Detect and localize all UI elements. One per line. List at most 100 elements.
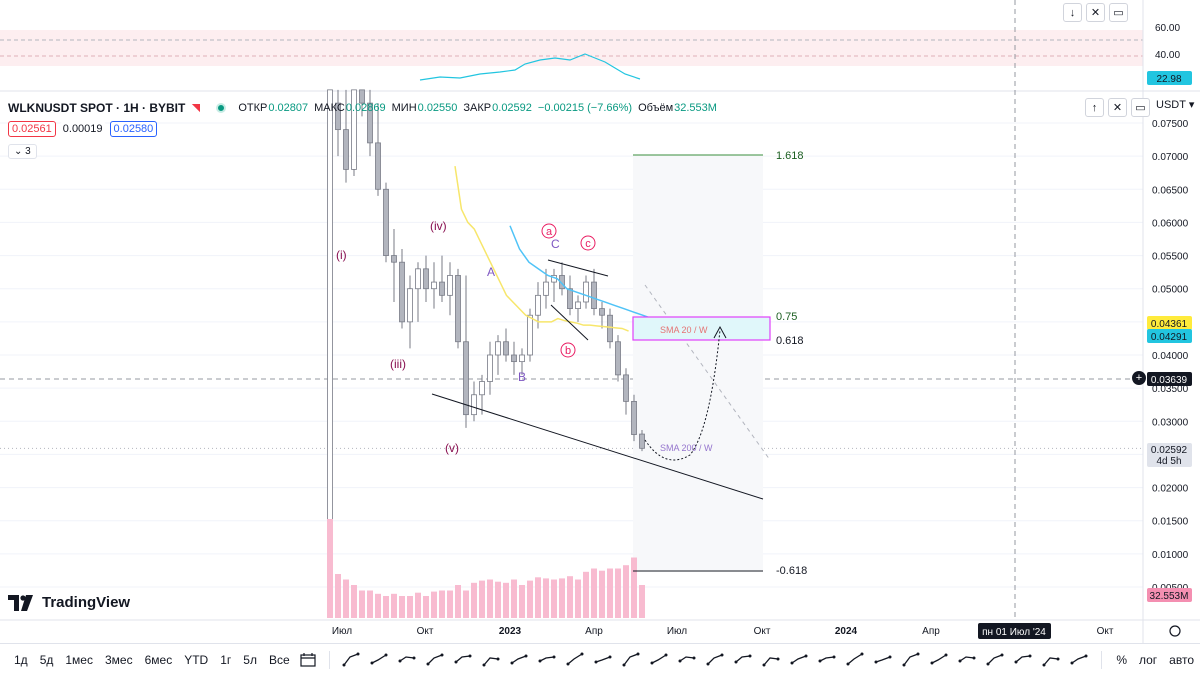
candle-body bbox=[543, 281, 549, 296]
candle-body bbox=[495, 341, 501, 356]
crosshair-price-tag-bg bbox=[1147, 372, 1192, 386]
candle-body bbox=[343, 129, 349, 170]
ray-tool-icon[interactable] bbox=[368, 649, 390, 671]
pitchfork-tool-icon[interactable] bbox=[620, 649, 642, 671]
countdown-tag: 4d 5h bbox=[1156, 456, 1181, 467]
text-tool-icon[interactable] bbox=[1012, 649, 1034, 671]
extended-line-tool-icon[interactable] bbox=[452, 649, 474, 671]
date-range-icon[interactable] bbox=[299, 649, 318, 671]
range-button-4[interactable]: 6мес bbox=[144, 652, 173, 667]
range-button-3[interactable]: 3мес bbox=[104, 652, 133, 667]
volume-bar bbox=[431, 591, 437, 618]
add-order-icon[interactable]: + bbox=[1132, 371, 1146, 385]
date-price-range-tool-icon[interactable] bbox=[732, 649, 754, 671]
sma-lower-tag-bg bbox=[1147, 329, 1192, 343]
short-position-tool-icon[interactable] bbox=[928, 649, 950, 671]
close-icon[interactable]: ✕ bbox=[1108, 98, 1127, 117]
volume-bar bbox=[359, 590, 365, 618]
comment-tool-icon[interactable] bbox=[1068, 649, 1090, 671]
range-button-5[interactable]: YTD bbox=[184, 652, 209, 667]
move-up-icon[interactable]: ↑ bbox=[1085, 98, 1104, 117]
wave-circle-wave_a bbox=[541, 223, 557, 239]
sma20-line bbox=[454, 165, 629, 332]
volume-bar bbox=[607, 568, 613, 618]
flag-icon[interactable] bbox=[191, 103, 201, 113]
arrow-tool-icon[interactable] bbox=[480, 649, 502, 671]
wave-abc-tool-icon[interactable] bbox=[788, 649, 810, 671]
range-button-0[interactable]: 1д bbox=[14, 652, 28, 667]
log-scale-toggle[interactable]: лог bbox=[1138, 652, 1158, 667]
path-tool-icon[interactable] bbox=[564, 649, 586, 671]
parallel-channel-tool-icon[interactable] bbox=[704, 649, 726, 671]
volume-bar bbox=[591, 568, 597, 618]
last-price-tag: 0.02592 bbox=[1151, 445, 1188, 456]
target-zone-box bbox=[632, 316, 771, 341]
candle-body bbox=[367, 102, 373, 144]
percent-scale-toggle[interactable]: % bbox=[1116, 652, 1127, 667]
oscillator-value-tag-bg bbox=[1147, 71, 1192, 85]
price-tick-label: 0.01000 bbox=[1152, 550, 1189, 561]
polyline-tool-icon[interactable] bbox=[648, 649, 670, 671]
candle-body bbox=[375, 142, 381, 190]
volume-label: Объём bbox=[638, 102, 674, 114]
auto-scale-toggle[interactable]: авто bbox=[1169, 652, 1194, 667]
rectangle-rotated-tool-icon[interactable] bbox=[508, 649, 530, 671]
candle-body bbox=[583, 281, 589, 303]
time-crosshair-tag: пн 01 Июл '24 bbox=[982, 627, 1046, 638]
projection-arrow bbox=[644, 329, 721, 461]
buy-button[interactable]: 0.02580 bbox=[109, 121, 158, 137]
fib-label-1618: 1.618 bbox=[776, 150, 804, 162]
maximize-icon[interactable]: ▭ bbox=[1109, 3, 1128, 22]
oscillator-pane-controls: ↓ ✕ ▭ bbox=[1063, 3, 1128, 22]
sma-upper-tag-bg bbox=[1147, 316, 1192, 330]
candle-body bbox=[439, 281, 445, 296]
curve-tool-icon[interactable] bbox=[592, 649, 614, 671]
arrow-marker-tool-icon[interactable] bbox=[956, 649, 978, 671]
candle-body bbox=[351, 89, 357, 170]
volume-bar bbox=[471, 582, 477, 618]
triangle-tool-icon[interactable] bbox=[536, 649, 558, 671]
range-button-7[interactable]: 5л bbox=[243, 652, 257, 667]
close-label: ЗАКР bbox=[463, 102, 492, 114]
wave-wxy-tool-icon[interactable] bbox=[844, 649, 866, 671]
horizontal-ray-tool-icon[interactable] bbox=[424, 649, 446, 671]
time-tick-label: Апр bbox=[585, 626, 603, 637]
wave-label-B: B bbox=[518, 370, 526, 384]
candle-body bbox=[615, 341, 621, 376]
rect-tool-icon[interactable] bbox=[676, 649, 698, 671]
symbol-legend: WLKNUSDT SPOT · 1H · BYBIT ОТКР 0.02807 М… bbox=[8, 101, 723, 115]
price-tick-label: 0.03000 bbox=[1152, 417, 1189, 428]
price-tick-label: 0.07500 bbox=[1152, 119, 1189, 130]
oscillator-tick-label: 40.00 bbox=[1155, 50, 1180, 61]
wave-abcde-tool-icon[interactable] bbox=[816, 649, 838, 671]
range-button-6[interactable]: 1г bbox=[220, 652, 232, 667]
horizontal-line-tool-icon[interactable] bbox=[396, 649, 418, 671]
toolbar-separator bbox=[328, 650, 330, 669]
maximize-icon[interactable]: ▭ bbox=[1131, 98, 1150, 117]
range-button-1[interactable]: 5д bbox=[39, 652, 54, 667]
pencil-tool-icon[interactable] bbox=[984, 649, 1006, 671]
long-position-tool-icon[interactable] bbox=[900, 649, 922, 671]
volume-bar bbox=[439, 590, 445, 618]
range-button-8[interactable]: Все bbox=[268, 652, 290, 667]
trendline-tool-icon[interactable] bbox=[340, 649, 362, 671]
date-range-tool-icon[interactable] bbox=[1040, 649, 1062, 671]
move-down-icon[interactable]: ↓ bbox=[1063, 3, 1082, 22]
symbol-title[interactable]: WLKNUSDT SPOT · 1H · BYBIT bbox=[8, 101, 186, 115]
candle-body bbox=[335, 102, 341, 131]
wave-12-tool-icon[interactable] bbox=[760, 649, 782, 671]
sell-button[interactable]: 0.02561 bbox=[8, 121, 56, 137]
indicators-collapse-button[interactable]: ⌄ 3 bbox=[8, 144, 37, 159]
close-icon[interactable]: ✕ bbox=[1086, 3, 1105, 22]
range-button-2[interactable]: 1мес bbox=[65, 652, 93, 667]
price-tick-label: 0.04000 bbox=[1152, 351, 1189, 362]
volume-bar bbox=[423, 596, 429, 618]
time-tick-label: Окт bbox=[417, 626, 434, 637]
tradingview-logo[interactable]: TradingView bbox=[8, 594, 130, 611]
wave-wxyz-tool-icon[interactable] bbox=[872, 649, 894, 671]
volume-tag: 32.553M bbox=[1150, 591, 1189, 602]
currency-select[interactable]: USDT ▾ bbox=[1156, 98, 1194, 111]
oscillator-band bbox=[0, 30, 1143, 66]
volume-bar bbox=[639, 585, 645, 618]
